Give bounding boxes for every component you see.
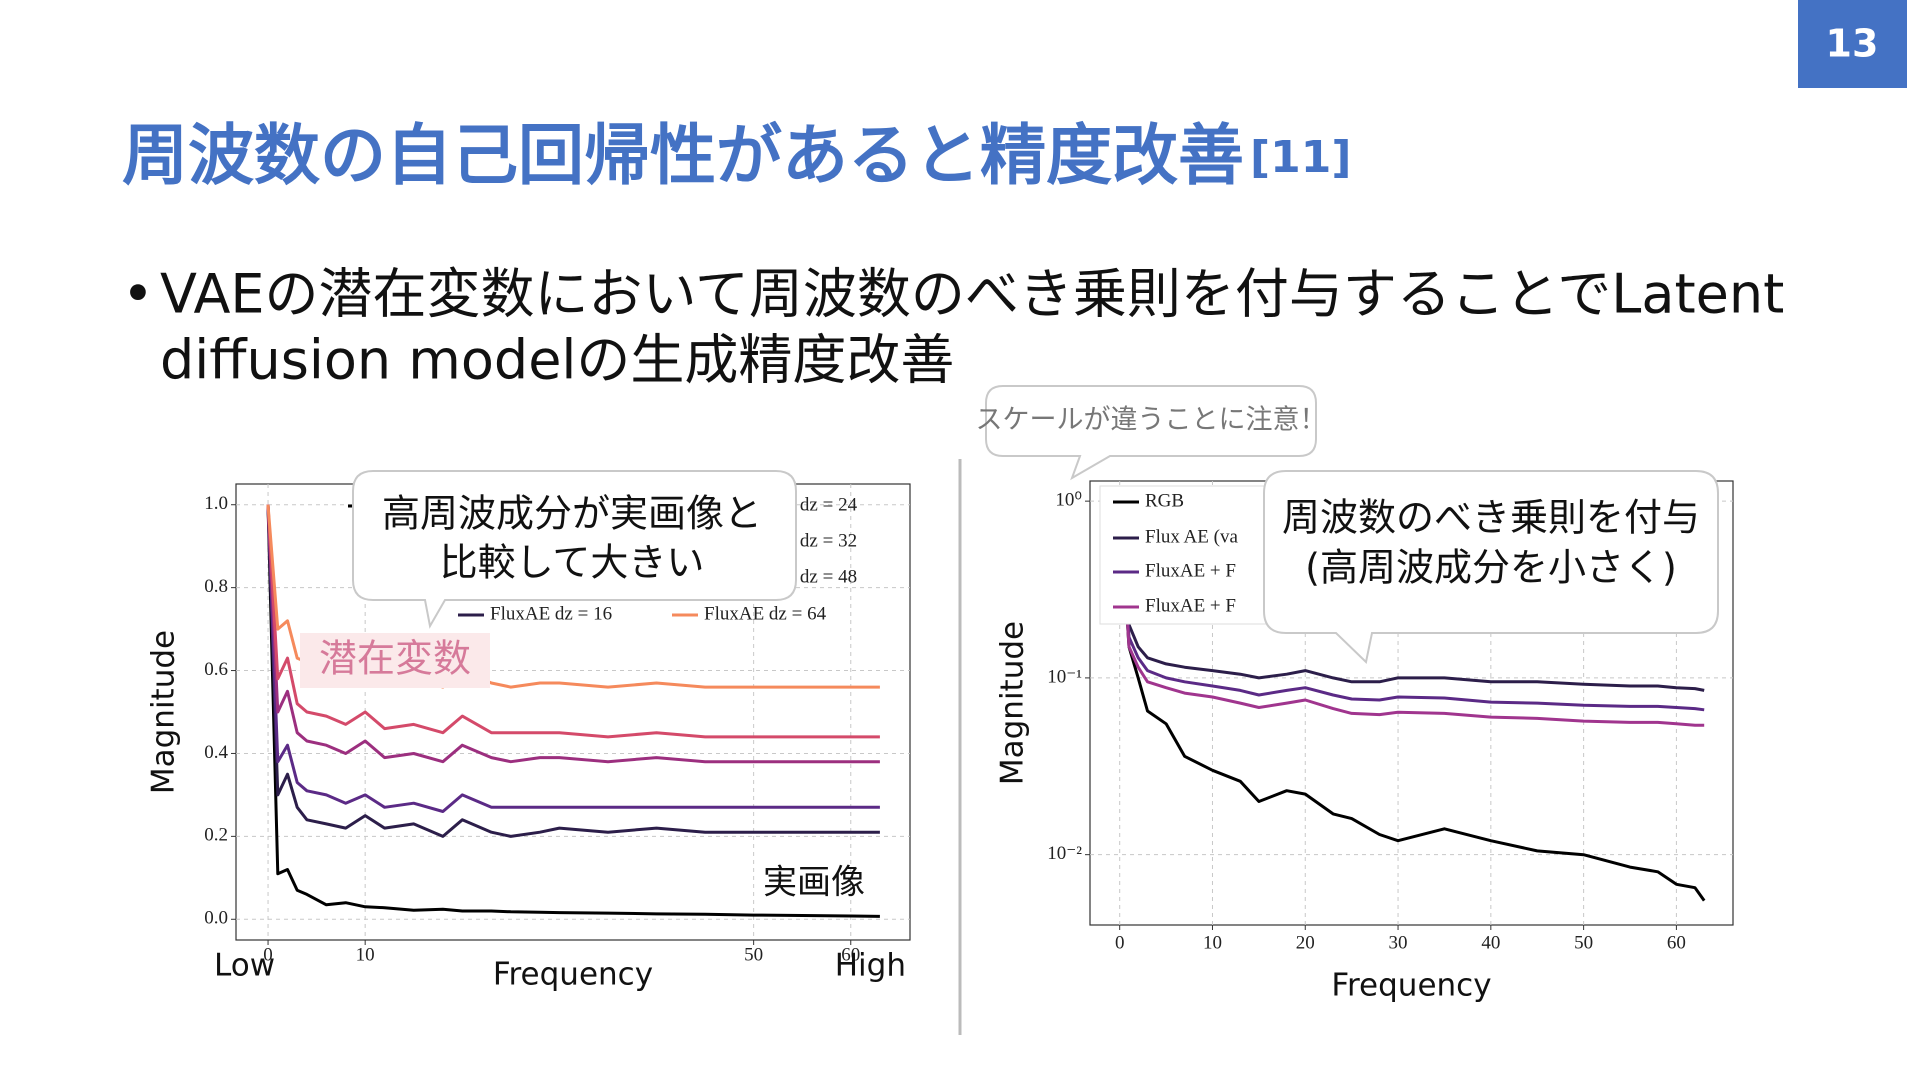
latent-label: 潜在変数 [319,637,471,681]
latent-label-box [300,633,490,688]
series-line [266,504,880,764]
series-line [266,504,880,739]
x-axis-label: Frequency [1331,968,1491,1004]
legend-label: FluxAE dz = 16 [490,603,612,624]
legend-label: FluxAE dz = 64 [704,603,827,624]
callout [352,470,797,629]
y-axis-label: Magnitude [995,621,1031,785]
y-tick-label: 10⁻¹ [1047,666,1082,687]
x-tick-label: 40 [1481,932,1500,953]
x-tick-label: 30 [1389,932,1408,953]
callout-text: 周波数のべき乗則を付与 [1282,496,1700,540]
callout [1263,470,1719,664]
legend-label: FluxAE + F [1145,595,1236,616]
legend-label: Flux AE (va [1145,526,1238,547]
x-axis-label: Frequency [493,957,653,993]
note: スケールが違うことに注意！ [976,405,1327,436]
x-tick-label: 20 [1296,932,1315,953]
title: 周波数の自己回帰性があると精度改善 [11] [122,117,1351,194]
x-end-label: Low [214,948,275,984]
callout-text: (高周波成分を小さく) [1305,546,1677,590]
note-callout [985,385,1317,481]
x-tick-label: 10 [356,944,375,965]
y-tick-label: 0.2 [204,825,228,846]
callout-text: 高周波成分が実画像と [382,492,762,536]
rgb-label: 実画像 [763,863,865,903]
callout-text: 比較して大きい [440,541,705,585]
x-tick-label: 10 [1203,932,1222,953]
series-line [266,504,880,813]
y-tick-label: 10⁻² [1047,843,1082,864]
title-ref: [11] [1250,132,1351,183]
y-tick-label: 0.8 [204,576,228,597]
page-number: 13 [1826,22,1879,66]
legend-label: RGB [1145,490,1184,511]
x-tick-label: 60 [841,944,860,965]
series-line [266,504,880,918]
y-axis-label: Magnitude [146,630,182,794]
x-tick-label: 0 [1115,932,1125,953]
series-line [1118,500,1705,712]
series-line [266,504,880,838]
y-tick-label: 0.6 [204,659,228,680]
title-main: 周波数の自己回帰性があると精度改善 [122,117,1244,194]
x-end-label: High [835,948,906,984]
bullet-dot: • [122,263,154,326]
x-tick-label: 60 [1667,932,1686,953]
y-tick-label: 1.0 [204,493,228,514]
bullet-line: VAEの潜在変数において周波数のべき乗則を付与することでLatent [160,263,1784,326]
x-tick-label: 0 [263,944,273,965]
series-line [1118,501,1705,727]
x-tick-label: 50 [1574,932,1593,953]
page-number-box [1798,0,1907,88]
series-line [1118,501,1706,902]
y-tick-label: 0.4 [204,742,228,763]
y-tick-label: 0.0 [204,908,228,929]
series-line [1118,500,1705,692]
bullet-line: diffusion modelの生成精度改善 [160,329,954,392]
y-tick-label: 10⁰ [1055,489,1082,510]
legend-label: FluxAE + F [1145,560,1236,581]
x-tick-label: 50 [744,944,763,965]
